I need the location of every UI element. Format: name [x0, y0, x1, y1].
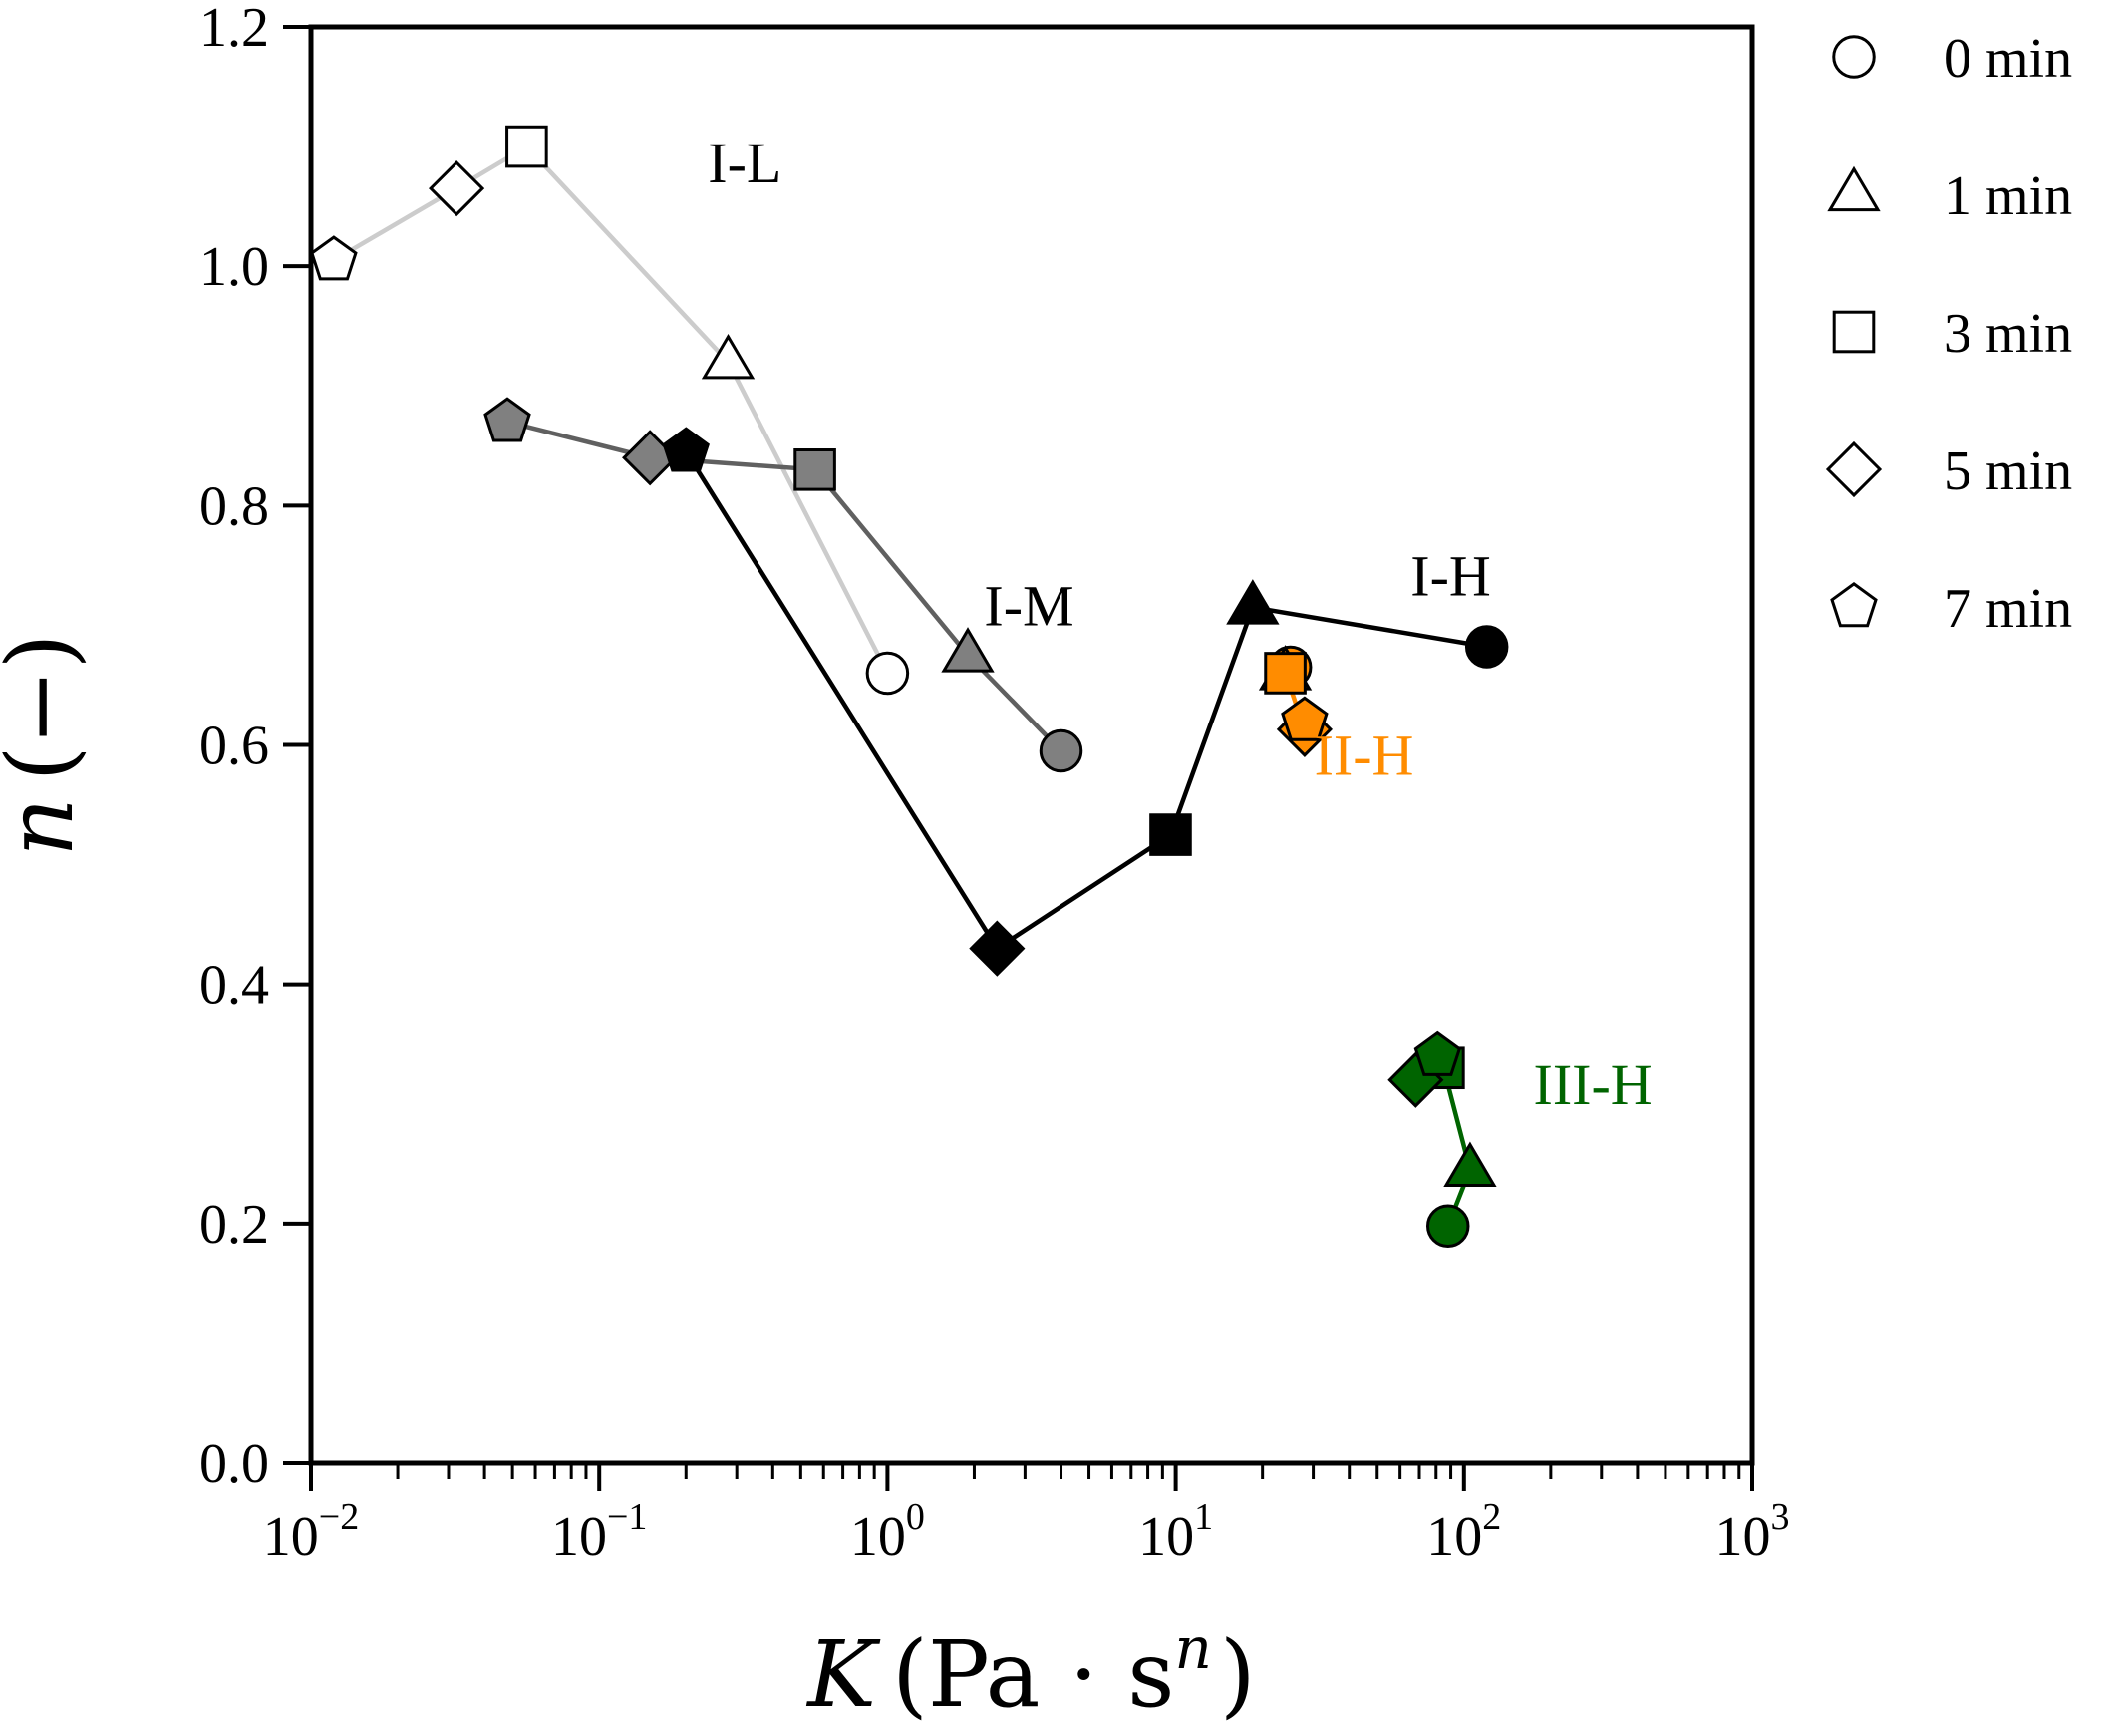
y-axis-title: n (−): [0, 633, 94, 856]
x-tick-label: 102: [1426, 1496, 1501, 1568]
legend-marker-circle: [1832, 35, 1876, 79]
point-I-H-square: [1149, 813, 1192, 856]
point-I-H-diamond: [969, 920, 1026, 977]
point-I-M-triangle: [941, 627, 995, 673]
legend-entry: 3 min: [1832, 303, 2072, 365]
legend-entry: 1 min: [1827, 165, 2072, 227]
series-line-I-H: [684, 450, 1488, 952]
x-tick-label: 101: [1138, 1496, 1213, 1568]
series-I-L: [310, 125, 910, 696]
series-layer: [310, 125, 1509, 1248]
point-III-H-circle: [1426, 1204, 1470, 1248]
point-I-M-circle: [1039, 728, 1083, 773]
y-axis-title-text: n (−): [0, 633, 94, 856]
series-label-I-L: I-L: [708, 131, 781, 195]
x-axis-unit-exp: n: [1174, 1614, 1211, 1682]
point-I-L-circle: [865, 651, 910, 696]
legend-entry: 5 min: [1825, 440, 2072, 502]
point-I-L-pentagon: [310, 235, 358, 281]
point-I-M-square: [793, 448, 836, 491]
legend-label: 5 min: [1944, 440, 2072, 502]
point-III-H-triangle: [1443, 1141, 1497, 1187]
series-III-H: [1387, 1030, 1497, 1248]
y-tick-label: 1.2: [199, 0, 269, 59]
legend-marker-pentagon: [1830, 582, 1878, 628]
series-label-I-M: I-M: [984, 573, 1073, 638]
series-label-II-H: II-H: [1315, 723, 1414, 788]
y-tick-label: 0.2: [199, 1194, 269, 1256]
series-labels: I-L I-M I-H II-H III-H: [708, 131, 1652, 1117]
plot-frame: [308, 24, 1755, 1466]
legend-label: 0 min: [1944, 28, 2072, 90]
legend-label: 1 min: [1944, 165, 2072, 227]
y-tick-label: 1.0: [199, 236, 269, 298]
x-tick-label: 10−2: [263, 1496, 359, 1568]
x-axis-unit-close: ): [1220, 1621, 1256, 1728]
legend-entry: 0 min: [1832, 28, 2072, 90]
point-II-H-square: [1264, 652, 1307, 695]
x-axis-symbol: K: [805, 1621, 881, 1728]
series-label-I-H: I-H: [1410, 543, 1491, 608]
point-I-L-square: [505, 125, 548, 168]
legend-marker-triangle: [1827, 165, 1881, 212]
y-tick-label: 0.6: [199, 716, 269, 777]
legend: 0 min 1 min 3 min 5 min 7 min: [1825, 28, 2072, 640]
series-II-H: [1258, 645, 1333, 757]
y-tick-label: 0.0: [199, 1433, 269, 1495]
axes: 0.0 0.2 0.4 0.6 0.8 1.0 1.2 10−2 10−1 100 101 102 10…: [199, 0, 1790, 1568]
point-III-H-pentagon: [1413, 1030, 1462, 1076]
x-tick-label: 103: [1715, 1496, 1790, 1568]
y-tick-label: 0.8: [199, 475, 269, 537]
point-I-H-pentagon: [662, 427, 710, 472]
point-I-M-pentagon: [483, 397, 531, 442]
series-line-I-L: [332, 144, 890, 675]
point-II-H-pentagon: [1281, 696, 1329, 741]
y-tick-label: 0.4: [199, 955, 269, 1016]
x-axis-title: K (Pa · sn): [805, 1614, 1255, 1728]
point-I-H-circle: [1464, 625, 1509, 669]
legend-marker-diamond: [1825, 440, 1883, 498]
point-I-L-diamond: [429, 160, 485, 217]
series-I-H: [662, 427, 1509, 977]
x-tick-label: 10−1: [551, 1496, 647, 1568]
legend-marker-square: [1832, 310, 1876, 354]
y-axis-unit: (−): [0, 633, 94, 781]
legend-label: 7 min: [1944, 578, 2072, 640]
point-I-L-triangle: [701, 333, 756, 380]
legend-entry: 7 min: [1830, 578, 2072, 640]
point-I-H-triangle: [1226, 579, 1280, 625]
x-axis-unit: (Pa · s: [892, 1621, 1174, 1728]
legend-label: 3 min: [1944, 303, 2072, 365]
x-tick-label: 100: [850, 1496, 925, 1568]
series-label-III-H: III-H: [1534, 1052, 1653, 1117]
y-axis-symbol: n: [0, 797, 94, 856]
